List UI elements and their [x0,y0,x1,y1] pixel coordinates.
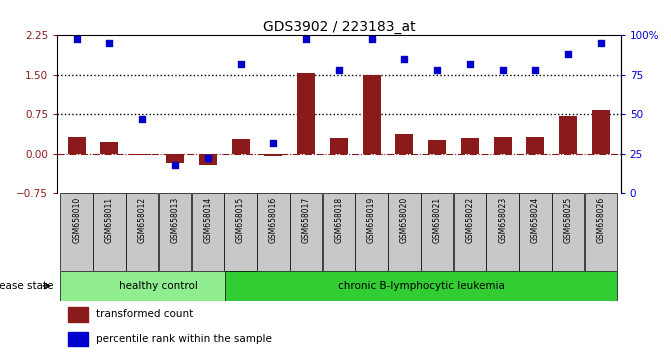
Point [563,51,574,57]
Text: GSM658022: GSM658022 [466,197,474,243]
Bar [60,193,93,271]
Bar [519,193,552,271]
Bar [559,116,577,154]
Bar [68,332,88,347]
Bar [552,193,584,271]
Bar [428,141,446,154]
Text: GSM658013: GSM658013 [170,197,180,243]
Text: GSM658023: GSM658023 [498,197,507,243]
Point [170,162,180,167]
Point [203,155,213,161]
Bar [421,193,454,271]
Text: GSM658020: GSM658020 [400,197,409,243]
Bar [225,271,617,301]
Bar [527,137,544,154]
Bar [224,193,257,271]
Text: GSM658015: GSM658015 [236,197,245,243]
Text: GSM658012: GSM658012 [138,197,147,243]
Bar [231,139,250,154]
Text: GSM658014: GSM658014 [203,197,212,243]
Bar [126,193,158,271]
Point [71,36,82,41]
Bar [166,154,184,163]
Bar [191,193,224,271]
Bar [395,133,413,154]
Point [596,40,607,46]
Point [235,61,246,67]
Bar [494,137,512,154]
Bar [585,193,617,271]
Point [432,67,443,73]
Text: chronic B-lymphocytic leukemia: chronic B-lymphocytic leukemia [338,281,505,291]
Bar [68,137,86,154]
Text: GSM658024: GSM658024 [531,197,540,243]
Point [464,61,475,67]
Point [497,67,508,73]
Text: disease state: disease state [0,281,54,291]
Text: GSM658025: GSM658025 [564,197,573,243]
Text: GSM658011: GSM658011 [105,197,114,243]
Text: GSM658017: GSM658017 [301,197,311,243]
Point [268,140,278,145]
Bar [362,75,380,154]
Bar [101,142,119,154]
Point [104,40,115,46]
Bar [388,193,421,271]
Text: GSM658021: GSM658021 [433,197,442,243]
Bar [93,193,125,271]
Bar [486,193,519,271]
Bar [323,193,355,271]
Bar [68,307,88,322]
Text: healthy control: healthy control [119,281,198,291]
Bar [134,154,151,155]
Bar [592,110,610,154]
Text: GSM658010: GSM658010 [72,197,81,243]
Bar [199,154,217,165]
Bar [264,154,282,156]
Bar [461,138,479,154]
Bar [159,193,191,271]
Text: GSM658026: GSM658026 [597,197,605,243]
Bar [60,271,256,301]
Point [399,56,410,62]
Bar [290,193,322,271]
Text: GSM658016: GSM658016 [269,197,278,243]
Text: GSM658019: GSM658019 [367,197,376,243]
Point [530,67,541,73]
Bar [454,193,486,271]
Bar [257,193,290,271]
Point [333,67,344,73]
Bar [297,73,315,154]
Title: GDS3902 / 223183_at: GDS3902 / 223183_at [262,21,415,34]
Point [366,36,377,41]
Bar [356,193,388,271]
Bar [330,138,348,154]
Point [137,116,148,122]
Text: percentile rank within the sample: percentile rank within the sample [97,334,272,344]
Text: transformed count: transformed count [97,309,194,319]
Point [301,36,311,41]
Text: GSM658018: GSM658018 [334,197,344,243]
